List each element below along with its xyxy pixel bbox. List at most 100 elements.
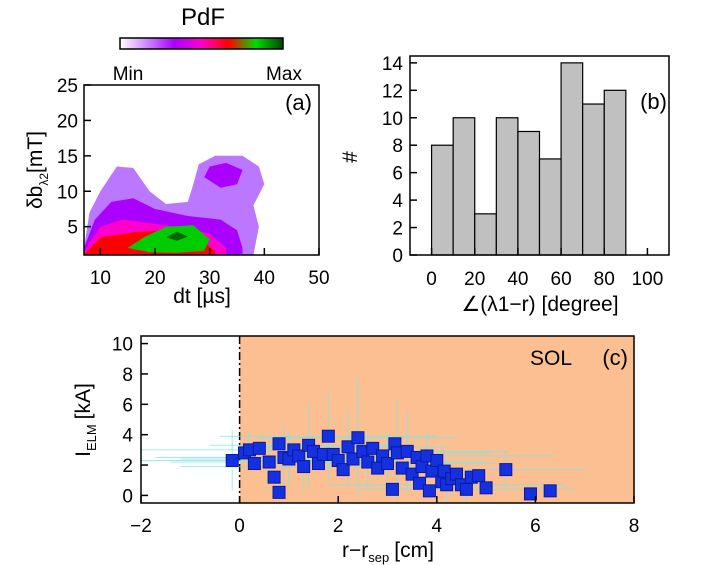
- data-point: [459, 482, 473, 496]
- x-tick-label: 50: [308, 268, 329, 289]
- contour-level-5: [127, 225, 210, 253]
- x-tick-label: 8: [629, 516, 640, 537]
- panel-c-xlabel-sub: sep: [368, 550, 389, 565]
- data-point: [430, 453, 444, 467]
- contour-level-2: [204, 162, 243, 188]
- data-point: [297, 460, 311, 474]
- panel-c-ylabel: IELM [kA]: [72, 383, 99, 457]
- x-tick-label: 4: [432, 516, 443, 537]
- bar: [430, 144, 454, 256]
- panel-c-ticks: −2 0 2 4 6 8 0 2 4 6 8 10: [112, 335, 639, 537]
- data-point: [272, 485, 286, 499]
- bar: [560, 62, 584, 256]
- bar: [603, 89, 627, 256]
- panel-a-ylabel-tail: [mT]: [24, 131, 47, 173]
- data-point: [413, 476, 427, 490]
- panel-b-ticks: 0 20 40 60 80 100 0 2 4 6 8 10 12 14: [382, 54, 663, 290]
- y-tick-label: 0: [122, 486, 133, 507]
- y-tick-label: 10: [112, 335, 133, 356]
- panel-a-ylabel-sub: λ2: [37, 173, 51, 186]
- panel-c-xlabel-main: r−r: [342, 539, 368, 562]
- data-point: [321, 429, 335, 443]
- data-point: [336, 463, 350, 477]
- panel-c-ylabel-tail: [kA]: [72, 383, 95, 419]
- panel-a-contours: [84, 155, 265, 255]
- panel-a-ticks: 10 20 30 40 50 5 10 15 20 25: [57, 76, 330, 289]
- panel-c-ylabel-sub: ELM: [84, 424, 99, 451]
- x-tick-label: 40: [254, 268, 275, 289]
- panel-b: 0 20 40 60 80 100 0 2 4 6 8 10 12 14 (b) ∠(λ1−r) [deg…: [339, 54, 670, 316]
- data-point: [385, 482, 399, 496]
- data-point: [422, 484, 436, 498]
- panel-c-ylabel-main: I: [72, 451, 95, 457]
- y-tick-label: 15: [57, 147, 78, 168]
- bar: [582, 103, 605, 256]
- y-tick-label: 2: [122, 456, 133, 477]
- panel-a-tag: (a): [285, 90, 312, 115]
- panel-b-bars: [430, 62, 627, 256]
- data-point: [252, 441, 266, 455]
- y-tick-label: 20: [57, 111, 78, 132]
- panel-c-points: [225, 429, 557, 501]
- data-point: [225, 453, 239, 467]
- y-tick-label: 4: [122, 426, 133, 447]
- x-tick-label: 0: [234, 516, 245, 537]
- x-tick-label: 30: [199, 268, 220, 289]
- x-tick-label: 100: [632, 269, 664, 290]
- data-point: [272, 437, 286, 451]
- data-point: [262, 455, 276, 469]
- y-tick-label: 12: [382, 81, 403, 102]
- colorbar-gradient: [119, 37, 284, 50]
- y-tick-label: 25: [57, 76, 78, 97]
- data-point: [247, 457, 261, 471]
- bar: [495, 117, 519, 256]
- y-tick-label: 10: [57, 182, 78, 203]
- x-tick-label: 60: [551, 269, 572, 290]
- y-tick-label: 0: [392, 246, 403, 267]
- panel-a-ylabel: δbλ2[mT]: [24, 131, 51, 209]
- y-tick-label: 8: [122, 365, 133, 386]
- x-tick-label: −2: [130, 516, 152, 537]
- x-tick-label: 40: [507, 269, 528, 290]
- data-point: [366, 441, 380, 455]
- data-point: [381, 457, 394, 471]
- panel-a-frame: [83, 84, 320, 256]
- y-tick-label: 2: [392, 219, 403, 240]
- x-tick-label: 20: [144, 268, 165, 289]
- data-point: [523, 487, 537, 501]
- bar: [452, 117, 476, 256]
- y-tick-label: 4: [392, 191, 403, 212]
- bar: [474, 213, 497, 256]
- panel-c-xlabel: r−rsep [cm]: [342, 539, 434, 565]
- bar: [538, 158, 562, 256]
- panel-a: 10 20 30 40 50 5 10 15 20 25 (a) dt [µs] δbλ2[mT]: [24, 76, 330, 308]
- bar: [517, 130, 541, 256]
- y-tick-label: 6: [122, 395, 133, 416]
- colorbar-max-label: Max: [266, 64, 302, 85]
- y-tick-label: 10: [382, 109, 403, 130]
- data-point: [499, 463, 513, 477]
- x-tick-label: 2: [333, 516, 344, 537]
- y-tick-label: 8: [392, 136, 403, 157]
- data-point: [267, 470, 281, 484]
- panel-b-tag: (b): [640, 89, 667, 114]
- y-tick-label: 6: [392, 164, 403, 185]
- colorbar-min-label: Min: [113, 64, 144, 85]
- panel-b-xlabel: ∠(λ1−r) [degree]: [461, 293, 618, 316]
- data-point: [543, 484, 557, 498]
- colorbar-title: PdF: [181, 4, 225, 31]
- colorbar: PdF Min Max: [113, 4, 303, 85]
- data-point: [472, 469, 486, 483]
- panel-b-frame: [409, 55, 670, 256]
- x-tick-label: 10: [90, 268, 111, 289]
- panel-c-xlabel-tail: [cm]: [394, 539, 434, 562]
- panel-c: −2 0 2 4 6 8 0 2 4 6 8 10 SOL (c) r−rsep [cm] IELM [k…: [72, 335, 639, 565]
- y-tick-label: 5: [67, 218, 78, 239]
- panel-c-tag: (c): [602, 345, 628, 370]
- panel-a-xlabel: dt [µs]: [173, 285, 231, 308]
- panel-b-ylabel: #: [339, 151, 362, 163]
- data-point: [479, 481, 493, 495]
- data-point: [351, 431, 365, 445]
- data-point: [346, 452, 360, 466]
